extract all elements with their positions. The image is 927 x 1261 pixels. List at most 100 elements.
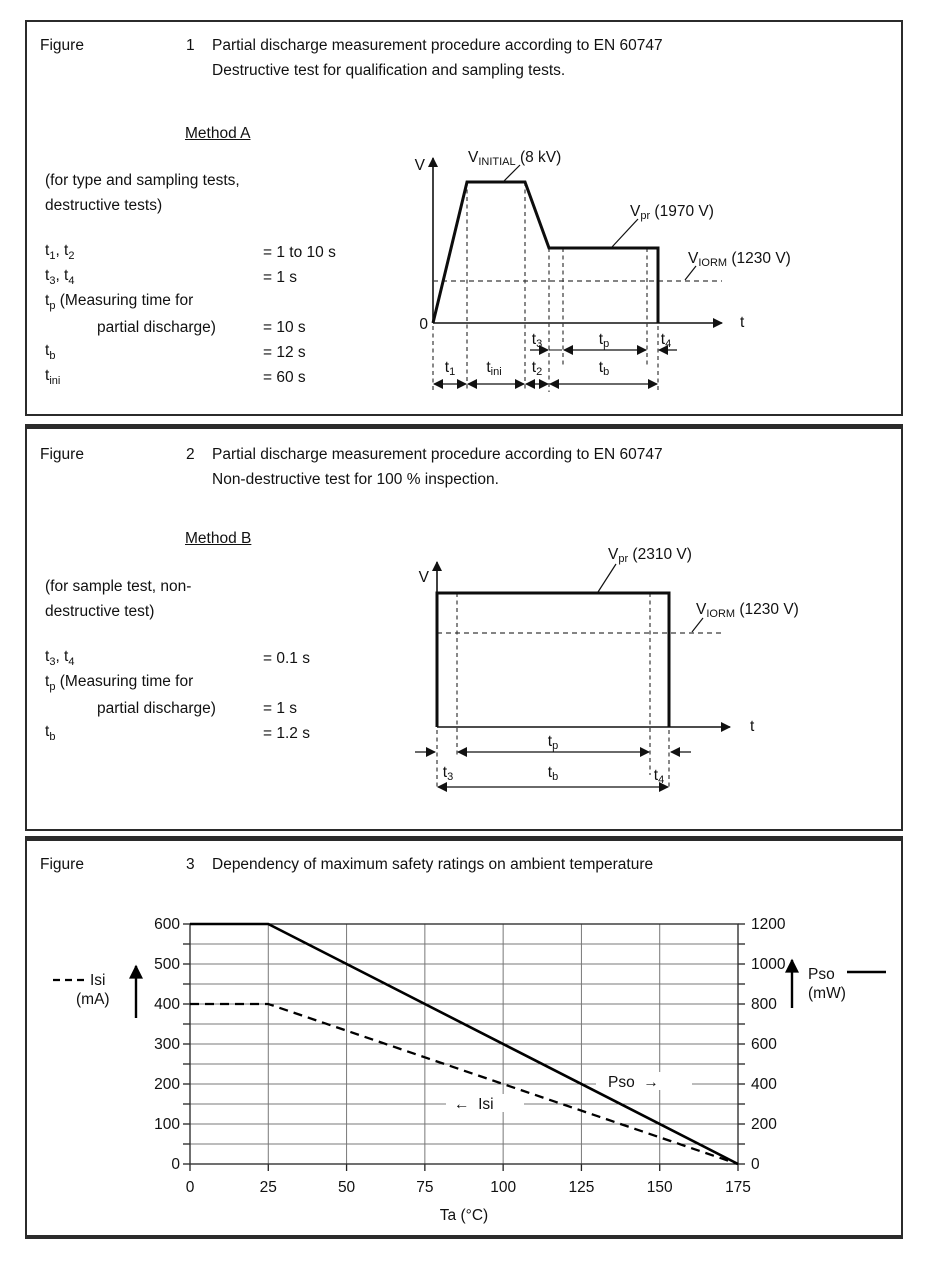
- figure1-title-line2: Destructive test for qualification and s…: [212, 62, 566, 79]
- param-name: t3, t4: [45, 267, 75, 288]
- t4-label: t4: [661, 331, 671, 350]
- param-value: = 10 s: [263, 318, 306, 336]
- tb-label: tb: [599, 359, 609, 378]
- figure2-panel: Figure 2 Partial discharge measurement p…: [25, 424, 903, 831]
- param-row: tini = 60 s: [45, 365, 336, 390]
- figure1-method-heading: Method A: [185, 125, 251, 142]
- t4-label: t4: [654, 767, 664, 786]
- x-tick-label: 0: [186, 1179, 195, 1196]
- param-name: tini: [45, 367, 61, 388]
- param-name: partial discharge): [97, 699, 216, 717]
- vpr-label: Vpr (1970 V): [630, 203, 714, 222]
- param-value: = 60 s: [263, 368, 306, 386]
- origin-label: 0: [419, 316, 428, 333]
- x-tick-label: 150: [647, 1179, 673, 1196]
- right-tick-label: 200: [751, 1116, 777, 1133]
- figure1-header: Figure 1 Partial discharge measurement p…: [27, 22, 901, 83]
- figure2-label: Figure: [40, 446, 84, 463]
- figure2-desc-line1: (for sample test, non-: [45, 578, 192, 595]
- figure3-title: Dependency of maximum safety ratings on …: [212, 852, 653, 877]
- tb-label: tb: [548, 764, 558, 783]
- right-tick-label: 1200: [751, 916, 786, 933]
- figure3-number: 3: [186, 856, 195, 873]
- param-value: = 1.2 s: [263, 724, 310, 742]
- figure3-label: Figure: [40, 856, 84, 873]
- left-tick-label: 600: [154, 916, 180, 933]
- tp-label: tp: [599, 331, 609, 350]
- voltage-pulse: [435, 591, 671, 727]
- param-name: tp (Measuring time for: [45, 292, 194, 313]
- figure3-header: Figure 3 Dependency of maximum safety ra…: [27, 841, 901, 877]
- left-axis-name: Isi: [90, 972, 106, 989]
- param-value: = 1 to 10 s: [263, 243, 336, 261]
- right-tick-label: 1000: [751, 956, 786, 973]
- t3-label: t3: [532, 331, 542, 350]
- figure1-label: Figure: [40, 37, 84, 54]
- vinitial-label: VINITIAL (8 kV): [468, 149, 561, 168]
- param-name: partial discharge): [97, 318, 216, 336]
- left-tick-label: 500: [154, 956, 180, 973]
- param-row: tp (Measuring time for: [45, 671, 310, 696]
- right-tick-label: 600: [751, 1036, 777, 1053]
- t-axis-label: t: [750, 718, 755, 735]
- right-tick-label: 800: [751, 996, 777, 1013]
- left-axis-unit: (mA): [76, 991, 110, 1008]
- left-tick-label: 100: [154, 1116, 180, 1133]
- param-row: t3, t4 = 1 s: [45, 265, 336, 290]
- pso-annotation-bg: [596, 1072, 692, 1090]
- right-axis-unit: (mW): [808, 985, 846, 1002]
- viorm-label: VIORM (1230 V): [696, 601, 799, 620]
- figure1-timing-diagram: V t 0 VINITIAL (8 kV) Vpr (1970 V) VIORM…: [415, 149, 791, 392]
- right-tick-label: 0: [751, 1156, 760, 1173]
- figure2-title: Partial discharge measurement procedure …: [212, 442, 663, 492]
- param-value: = 1 s: [263, 268, 298, 286]
- param-row: t3, t4 = 0.1 s: [45, 646, 310, 671]
- figure2-desc-line2: destructive test): [45, 603, 155, 620]
- right-tick-label: 400: [751, 1076, 777, 1093]
- param-row: tb = 12 s: [45, 340, 336, 365]
- param-name: t1, t2: [45, 242, 75, 263]
- param-name: t3, t4: [45, 648, 75, 669]
- figure2-title-line2: Non-destructive test for 100 % inspectio…: [212, 471, 499, 488]
- vpr-leader: [597, 563, 617, 593]
- param-value: = 12 s: [263, 343, 306, 361]
- figure1-title-line1: Partial discharge measurement procedure …: [212, 37, 663, 54]
- isi-annotation-bg: [446, 1094, 524, 1112]
- plot-border: [189, 923, 739, 1165]
- figure2-method-heading: Method B: [185, 530, 252, 547]
- voltage-waveform: [431, 180, 660, 324]
- x-tick-label: 100: [490, 1179, 516, 1196]
- vinitial-leader: [502, 164, 521, 183]
- left-tick-label: 400: [154, 996, 180, 1013]
- x-axis-title: Ta (°C): [440, 1207, 488, 1224]
- figure2-parameter-table: t3, t4 = 0.1 s tp (Measuring time for pa…: [45, 646, 310, 746]
- param-row: partial discharge) = 10 s: [45, 315, 336, 340]
- figure1-panel: Figure 1 Partial discharge measurement p…: [25, 20, 903, 416]
- t-axis-label: t: [740, 314, 745, 331]
- figure1-desc-line2: destructive tests): [45, 197, 163, 214]
- dashed-time-boundaries: [432, 182, 659, 392]
- series-isi: [190, 1002, 739, 1166]
- param-name: tb: [45, 723, 56, 744]
- vpr-label: Vpr (2310 V): [608, 546, 692, 565]
- left-tick-label: 300: [154, 1036, 180, 1053]
- viorm-leader: [684, 265, 697, 281]
- t3-label: t3: [443, 764, 453, 783]
- param-row: partial discharge) = 1 s: [45, 696, 310, 721]
- x-tick-label: 25: [260, 1179, 277, 1196]
- param-row: tb = 1.2 s: [45, 721, 310, 746]
- tini-label: tini: [486, 359, 501, 378]
- viorm-label: VIORM (1230 V): [688, 250, 791, 269]
- plot-area: 0 25 50 75 100 125 150 175600500400300200100012…: [154, 916, 786, 1196]
- figure1-number: 1: [186, 37, 195, 54]
- param-name: tp (Measuring time for: [45, 673, 194, 694]
- param-value: = 0.1 s: [263, 649, 310, 667]
- param-row: tp (Measuring time for: [45, 290, 336, 315]
- left-tick-label: 200: [154, 1076, 180, 1093]
- series-pso: [190, 922, 739, 1166]
- pso-annotation: Pso →: [608, 1074, 659, 1091]
- x-tick-label: 50: [338, 1179, 356, 1196]
- figure2-title-line1: Partial discharge measurement procedure …: [212, 446, 663, 463]
- figure3-title-line1: Dependency of maximum safety ratings on …: [212, 856, 654, 873]
- x-tick-label: 75: [416, 1179, 433, 1196]
